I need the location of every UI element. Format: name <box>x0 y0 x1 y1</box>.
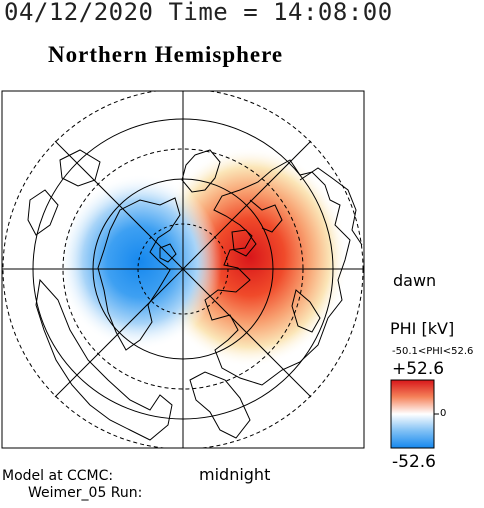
colorbar-mid-label: 0 <box>440 408 447 419</box>
colorbar-title: PHI [kV] <box>390 319 455 338</box>
colorbar-min-label: -52.6 <box>392 452 436 472</box>
colorbar-max-label: +52.6 <box>392 359 445 379</box>
dawn-label: dawn <box>393 271 437 290</box>
colorbar <box>390 379 435 449</box>
plot-title: Northern Hemisphere <box>48 42 284 67</box>
coastlines <box>27 149 363 441</box>
meridian-spokes <box>2 91 364 448</box>
negative-potential-cell <box>58 174 222 350</box>
model-line-2: Weimer_05 Run: <box>28 485 143 501</box>
timestamp: 04/12/2020 Time = 14:08:00 <box>4 0 393 26</box>
midnight-label: midnight <box>199 465 271 484</box>
colorbar-range: -50.1<PHI<52.6 <box>392 346 474 357</box>
model-line-1: Model at CCMC: <box>2 468 114 484</box>
